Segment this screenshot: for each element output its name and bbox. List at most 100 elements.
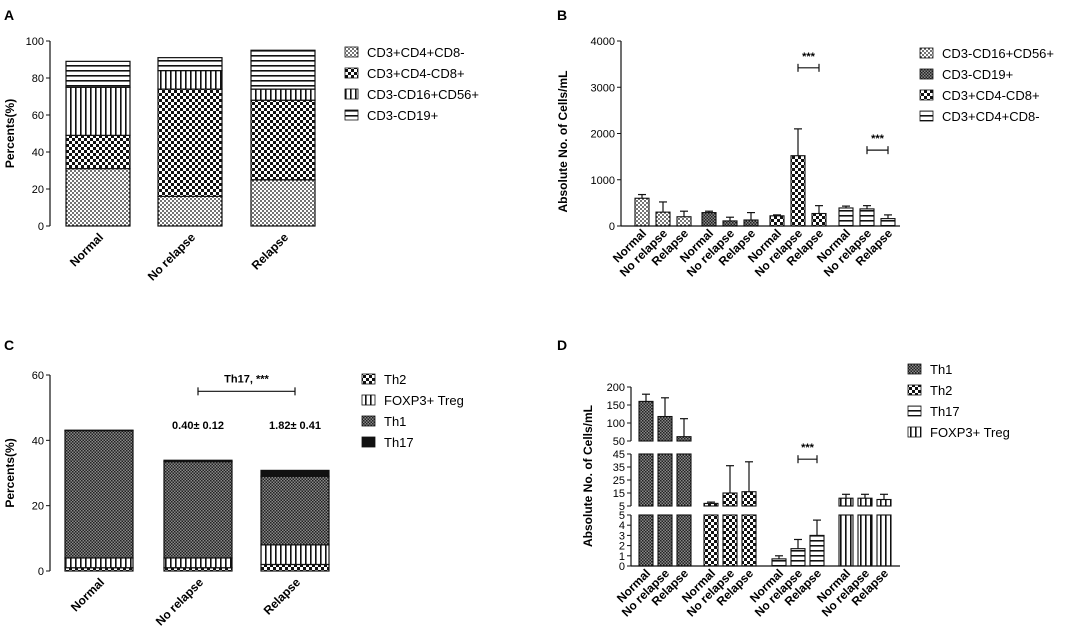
c-bar-th1-normal xyxy=(64,429,134,559)
c-y-tick-label: 0 xyxy=(38,566,44,578)
b-y-axis-label: Absolute No. of Cells/mL xyxy=(556,70,570,212)
a-x-label-no-relapse: No relapse xyxy=(145,230,199,284)
c-legend-swatch-th17 xyxy=(361,436,376,448)
a-bar-cd3-cd16-cd56-relapse xyxy=(250,88,316,101)
a-bar-cd3-cd4-cd8-no-relapse xyxy=(157,88,223,198)
b-legend-label-cd3-cd4-cd8: CD3+CD4+CD8- xyxy=(942,109,1040,124)
panel-label-c: C xyxy=(4,337,14,353)
d-legend-label-th17: Th17 xyxy=(930,404,960,419)
b-y-tick-label: 0 xyxy=(609,221,615,233)
panel-label-d: D xyxy=(557,337,567,353)
chart-a: 0 20 40 60 80 100 Percents(%) Normal No relapse R… xyxy=(3,36,479,284)
d-y-tick-label: 1 xyxy=(619,551,625,563)
d-bar-th17-relapse xyxy=(809,534,825,567)
a-y-tick-label: 20 xyxy=(32,184,44,196)
d-bar-th1-no-relapse xyxy=(657,514,673,567)
a-bar-cd3-cd4-cd8-no-relapse xyxy=(157,195,223,227)
c-annotation: 0.40± 0.12 xyxy=(172,420,224,432)
d-bar-th17-normal xyxy=(771,558,787,567)
a-y-tick-label: 0 xyxy=(38,221,44,233)
d-bar-foxp3-treg-relapse xyxy=(876,498,892,507)
a-bar-cd3-cd4-cd8-relapse xyxy=(250,179,316,227)
d-legend-swatch-th2 xyxy=(907,384,922,396)
c-y-tick-label: 20 xyxy=(32,501,44,513)
b-legend-swatch-cd3-cd19 xyxy=(919,68,934,80)
c-legend-label-th17: Th17 xyxy=(384,435,414,450)
c-legend-swatch-th2 xyxy=(361,373,376,385)
d-bar-th1-relapse xyxy=(676,453,692,507)
a-y-tick-label: 80 xyxy=(32,73,44,85)
d-y-tick-label: 15 xyxy=(613,488,625,500)
c-bar-th1-relapse xyxy=(260,475,330,546)
d-y-tick-label: 3 xyxy=(619,530,625,542)
b-y-tick-label: 1000 xyxy=(591,175,615,187)
d-y-tick-label: 45 xyxy=(613,449,625,461)
d-y-tick-label: 25 xyxy=(613,475,625,487)
d-bar-foxp3-treg-normal xyxy=(838,514,854,567)
c-legend-label-th2: Th2 xyxy=(384,372,406,387)
d-y-tick-label: 100 xyxy=(607,418,625,430)
d-y-tick-label: 150 xyxy=(607,400,625,412)
b-bar-cd3-cd4-cd8-relapse xyxy=(880,218,896,227)
a-y-axis-label: Percents(%) xyxy=(3,99,17,168)
c-y-tick-label: 60 xyxy=(32,370,44,382)
b-legend-swatch-cd3-cd16-cd56 xyxy=(919,47,934,59)
c-legend-label-th1: Th1 xyxy=(384,414,406,429)
a-y-tick-label: 60 xyxy=(32,110,44,122)
c-bar-th1-no-relapse xyxy=(163,460,233,559)
a-legend-swatch-cd3-cd16-cd56 xyxy=(344,88,359,100)
c-annotation: 1.82± 0.41 xyxy=(269,420,321,432)
b-bar-cd3-cd19-normal xyxy=(701,212,717,227)
b-bar-cd3-cd4-cd8-relapse xyxy=(811,212,827,227)
d-y-tick-label: 200 xyxy=(607,382,625,394)
panel-label-a: A xyxy=(4,7,14,23)
d-y-tick-label: 2 xyxy=(619,541,625,553)
c-bar-foxp3-treg-normal xyxy=(64,557,134,569)
d-bar-th2-normal xyxy=(703,514,719,567)
d-y-axis-label: Absolute No. of Cells/mL xyxy=(581,405,595,547)
d-bar-th1-relapse xyxy=(676,514,692,567)
a-legend-swatch-cd3-cd19 xyxy=(344,109,359,121)
d-bar-th1-no-relapse xyxy=(657,453,673,507)
a-legend-label-cd3-cd19: CD3-CD19+ xyxy=(367,108,438,123)
d-legend-label-th2: Th2 xyxy=(930,383,952,398)
b-bar-cd3-cd4-cd8-no-relapse xyxy=(790,155,806,227)
c-x-label-no-relapse: No relapse xyxy=(153,575,207,629)
c-sig-label: Th17, *** xyxy=(224,373,269,385)
d-bar-th1-normal xyxy=(638,514,654,567)
a-y-tick-label: 100 xyxy=(26,36,44,48)
d-legend-label-foxp3-treg: FOXP3+ Treg xyxy=(930,425,1010,440)
c-legend-swatch-th1 xyxy=(361,415,376,427)
b-legend-label-cd3-cd19: CD3-CD19+ xyxy=(942,67,1013,82)
chart-c: 0 20 40 60 Percents(%) Normal No relapse Relaps… xyxy=(3,370,464,629)
b-bar-cd3-cd4-cd8-normal xyxy=(769,215,785,227)
d-bar-th1-normal xyxy=(638,453,654,507)
a-legend-swatch-cd3-cd4-cd8 xyxy=(344,67,359,79)
c-legend-label-foxp3-treg: FOXP3+ Treg xyxy=(384,393,464,408)
c-bar-th17-no-relapse xyxy=(163,459,233,463)
d-y-tick-label: 0 xyxy=(619,561,625,573)
c-bar-th2-relapse xyxy=(260,563,330,572)
d-y-tick-label: 4 xyxy=(619,520,625,532)
c-legend-swatch-foxp3-treg xyxy=(361,394,376,406)
b-bar-cd3-cd19-relapse xyxy=(743,219,759,227)
b-bar-cd3-cd16-cd56-normal xyxy=(634,197,650,227)
d-legend-label-th1: Th1 xyxy=(930,362,952,377)
b-legend-label-cd3-cd16-cd56: CD3-CD16+CD56+ xyxy=(942,46,1054,61)
d-y-tick-label: 35 xyxy=(613,462,625,474)
chart-b: 0 1000 2000 3000 4000 Absolute No. of Cells/m… xyxy=(556,36,1054,280)
d-sig-label: *** xyxy=(801,442,815,454)
a-bar-cd3-cd4-cd8-relapse xyxy=(250,99,316,181)
d-y-tick-label: 5 xyxy=(619,501,625,513)
d-bar-foxp3-treg-relapse xyxy=(876,514,892,567)
b-bar-cd3-cd16-cd56-no-relapse xyxy=(655,211,671,227)
d-bar-th1-normal xyxy=(638,400,654,442)
d-bar-th2-relapse xyxy=(741,514,757,567)
c-bar-foxp3-treg-no-relapse xyxy=(163,557,233,569)
a-bar-cd3-cd4-cd8-normal xyxy=(65,168,131,227)
a-bar-cd3-cd4-cd8-normal xyxy=(65,134,131,170)
c-y-axis-label: Percents(%) xyxy=(3,438,17,507)
b-y-tick-label: 3000 xyxy=(591,82,615,94)
a-legend-swatch-cd3-cd4-cd8 xyxy=(344,46,359,58)
